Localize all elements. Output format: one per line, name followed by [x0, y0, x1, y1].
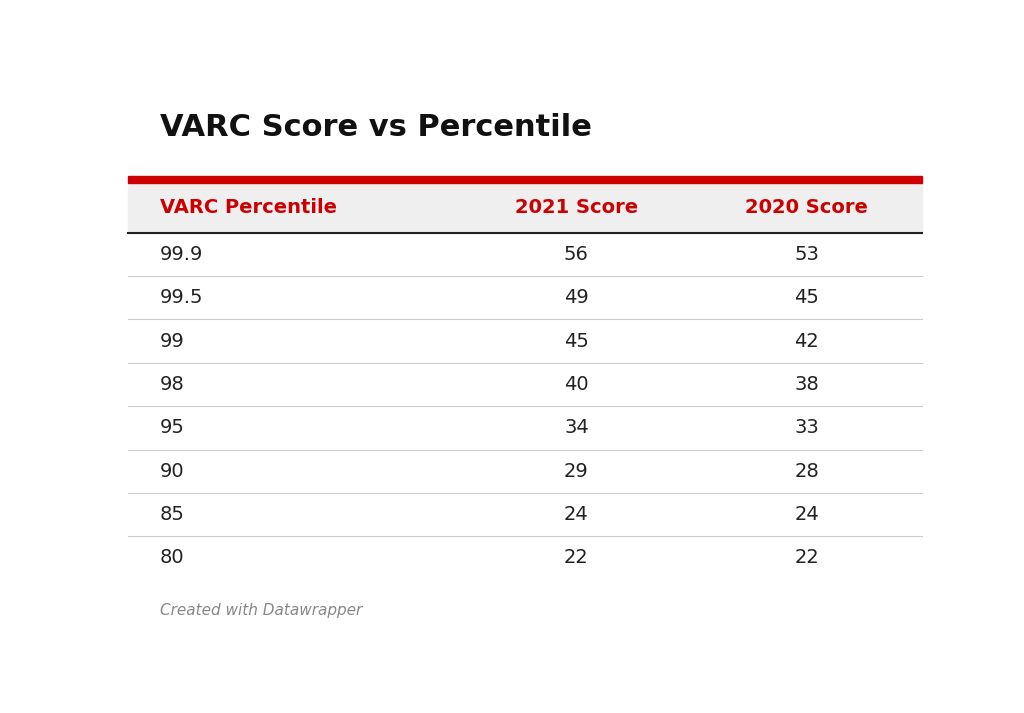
Text: 99.5: 99.5	[160, 288, 203, 307]
Text: 85: 85	[160, 505, 184, 524]
Text: 24: 24	[795, 505, 819, 524]
Bar	[128, 183, 922, 232]
Text: 99: 99	[160, 332, 184, 351]
Text: Created with Datawrapper: Created with Datawrapper	[160, 603, 362, 618]
Text: VARC Percentile: VARC Percentile	[160, 198, 337, 217]
Text: 45: 45	[564, 332, 589, 351]
Text: 2020 Score: 2020 Score	[745, 198, 868, 217]
Text: 90: 90	[160, 462, 184, 481]
Text: 80: 80	[160, 548, 184, 568]
Text: 42: 42	[795, 332, 819, 351]
Text: 22: 22	[564, 548, 589, 568]
Text: 22: 22	[795, 548, 819, 568]
Text: 95: 95	[160, 419, 184, 437]
Bar	[128, 176, 922, 183]
Text: 38: 38	[795, 375, 819, 394]
Text: 99.9: 99.9	[160, 245, 203, 264]
Text: 24: 24	[564, 505, 589, 524]
Text: 34: 34	[564, 419, 589, 437]
Text: 98: 98	[160, 375, 184, 394]
Text: VARC Score vs Percentile: VARC Score vs Percentile	[160, 113, 592, 142]
Text: 2021 Score: 2021 Score	[515, 198, 638, 217]
Text: 49: 49	[564, 288, 589, 307]
Text: 53: 53	[794, 245, 819, 264]
Text: 40: 40	[564, 375, 589, 394]
Text: 33: 33	[795, 419, 819, 437]
Text: 45: 45	[794, 288, 819, 307]
Text: 56: 56	[564, 245, 589, 264]
Text: 29: 29	[564, 462, 589, 481]
Text: 28: 28	[795, 462, 819, 481]
